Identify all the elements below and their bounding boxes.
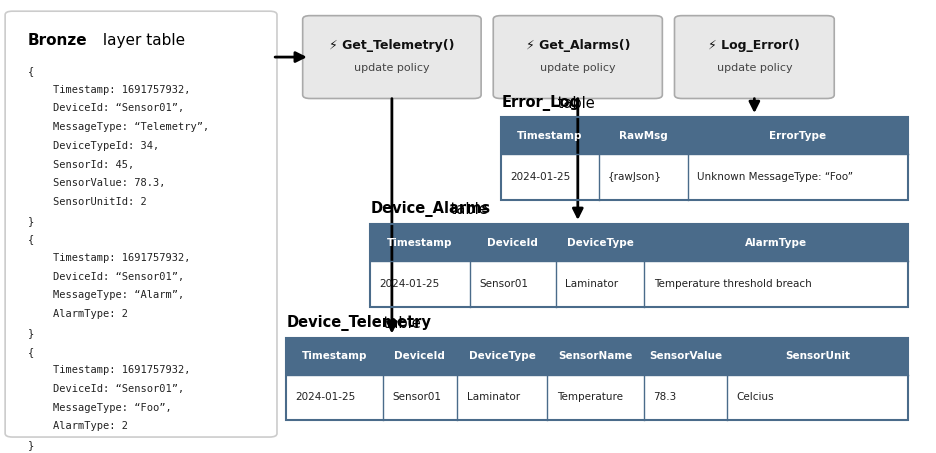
Text: DeviceType: DeviceType (566, 238, 633, 248)
Text: Unknown MessageType: “Foo”: Unknown MessageType: “Foo” (696, 172, 853, 182)
Text: Error_Log: Error_Log (501, 95, 579, 111)
Text: DeviceId: DeviceId (487, 238, 537, 248)
Text: update policy: update policy (716, 63, 791, 73)
Text: AlarmType: 2: AlarmType: 2 (27, 309, 127, 319)
FancyBboxPatch shape (674, 16, 833, 98)
Text: SensorId: 45,: SensorId: 45, (27, 159, 134, 169)
Text: table: table (446, 202, 487, 217)
Text: RawMsg: RawMsg (619, 131, 667, 141)
Text: Device_Alarms: Device_Alarms (370, 202, 490, 217)
Text: 2024-01-25: 2024-01-25 (296, 392, 356, 402)
Text: AlarmType: 2: AlarmType: 2 (27, 421, 127, 431)
Text: }: } (27, 216, 34, 226)
Text: Laminator: Laminator (466, 392, 519, 402)
Bar (501, 117, 907, 154)
Text: DeviceId: “Sensor01”,: DeviceId: “Sensor01”, (27, 103, 183, 113)
Text: SensorUnitId: 2: SensorUnitId: 2 (27, 197, 146, 207)
Text: table: table (378, 316, 420, 331)
Bar (286, 337, 907, 375)
Text: Timestamp: 1691757932,: Timestamp: 1691757932, (27, 365, 190, 376)
Bar (501, 154, 907, 200)
Text: {rawJson}: {rawJson} (607, 172, 662, 182)
Text: DeviceTypeId: 34,: DeviceTypeId: 34, (27, 141, 158, 151)
Text: SensorValue: SensorValue (649, 351, 722, 361)
FancyBboxPatch shape (302, 16, 480, 98)
Text: DeviceId: “Sensor01”,: DeviceId: “Sensor01”, (27, 384, 183, 394)
Text: update policy: update policy (354, 63, 430, 73)
Bar (286, 375, 907, 420)
Text: Sensor01: Sensor01 (391, 392, 441, 402)
Text: DeviceId: “Sensor01”,: DeviceId: “Sensor01”, (27, 272, 183, 282)
Text: 78.3: 78.3 (652, 392, 676, 402)
Text: SensorName: SensorName (558, 351, 632, 361)
Text: Bronze: Bronze (27, 34, 87, 48)
Text: ErrorType: ErrorType (768, 131, 826, 141)
Text: Timestamp: 1691757932,: Timestamp: 1691757932, (27, 253, 190, 263)
Text: Device_Telemetry: Device_Telemetry (286, 315, 431, 331)
Bar (370, 224, 907, 307)
Text: DeviceId: DeviceId (394, 351, 445, 361)
Text: Laminator: Laminator (564, 279, 618, 289)
Text: 2024-01-25: 2024-01-25 (510, 172, 570, 182)
Text: SensorUnit: SensorUnit (784, 351, 849, 361)
Text: update policy: update policy (539, 63, 615, 73)
Text: MessageType: “Telemetry”,: MessageType: “Telemetry”, (27, 122, 209, 132)
Text: {: { (27, 66, 34, 76)
Text: MessageType: “Alarm”,: MessageType: “Alarm”, (27, 290, 183, 300)
Text: {: { (27, 234, 34, 244)
Text: Temperature threshold breach: Temperature threshold breach (653, 279, 811, 289)
Text: DeviceType: DeviceType (468, 351, 535, 361)
Bar (370, 224, 907, 261)
Text: Celcius: Celcius (736, 392, 773, 402)
Text: MessageType: “Foo”,: MessageType: “Foo”, (27, 403, 171, 413)
Text: AlarmType: AlarmType (744, 238, 806, 248)
Text: }: } (27, 440, 34, 450)
Text: SensorValue: 78.3,: SensorValue: 78.3, (27, 178, 165, 188)
Text: ⚡ Log_Error(): ⚡ Log_Error() (708, 39, 799, 53)
Text: Sensor01: Sensor01 (478, 279, 528, 289)
Text: Temperature: Temperature (556, 392, 622, 402)
Text: Timestamp: 1691757932,: Timestamp: 1691757932, (27, 85, 190, 95)
Bar (370, 261, 907, 307)
Text: layer table: layer table (97, 34, 184, 48)
FancyBboxPatch shape (492, 16, 662, 98)
Text: 2024-01-25: 2024-01-25 (379, 279, 440, 289)
FancyBboxPatch shape (5, 11, 277, 437)
Bar (501, 117, 907, 200)
Text: }: } (27, 328, 34, 338)
Text: table: table (553, 96, 594, 111)
Text: Timestamp: Timestamp (301, 351, 367, 361)
Text: Timestamp: Timestamp (517, 131, 582, 141)
Bar (286, 337, 907, 420)
Text: ⚡ Get_Telemetry(): ⚡ Get_Telemetry() (329, 39, 454, 53)
Text: {: { (27, 347, 34, 357)
Text: ⚡ Get_Alarms(): ⚡ Get_Alarms() (525, 39, 629, 53)
Text: Timestamp: Timestamp (387, 238, 452, 248)
